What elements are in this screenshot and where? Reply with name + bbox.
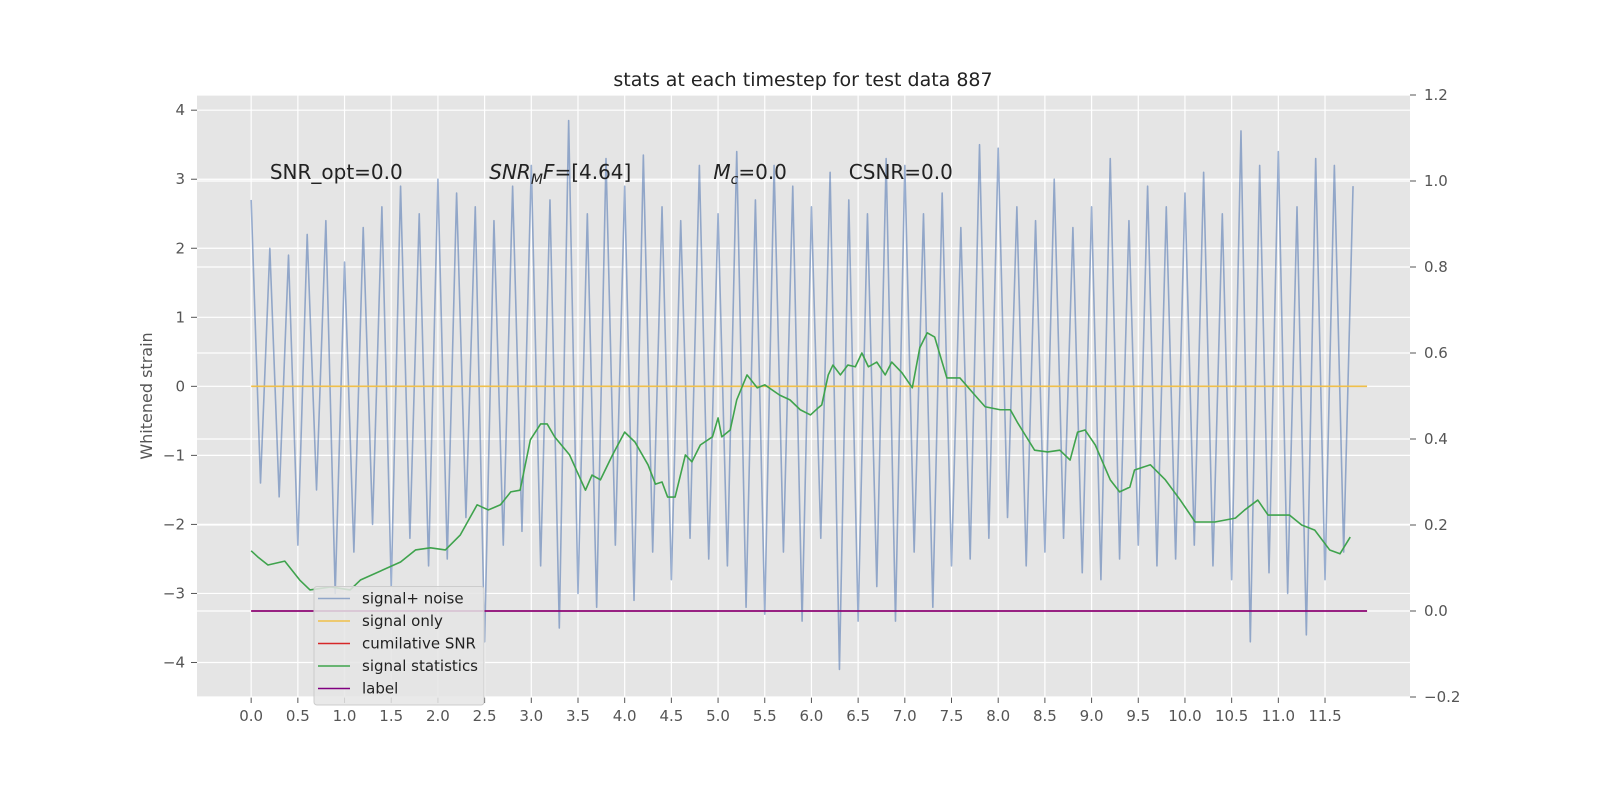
y-tick-label: −3 (163, 584, 185, 602)
y2-tick-label: 0.4 (1424, 430, 1448, 448)
chart-title: stats at each timestep for test data 887 (613, 69, 992, 91)
x-tick-label: 1.0 (333, 707, 357, 725)
annotation-part: =[4.64] (554, 160, 631, 184)
y2-tick-label: 0.8 (1424, 258, 1448, 276)
annotation-part: c (731, 172, 739, 188)
legend-label: signal only (362, 612, 443, 630)
x-tick-label: 4.5 (659, 707, 683, 725)
y-tick-label: −4 (163, 653, 185, 671)
y2-tick-label: −0.2 (1424, 688, 1460, 706)
x-tick-label: 3.5 (566, 707, 590, 725)
annotation-part: M (531, 172, 543, 188)
x-tick-label: 8.0 (986, 707, 1010, 725)
x-tick-label: 6.5 (846, 707, 870, 725)
annotation: SNR_opt=0.0 (270, 160, 403, 184)
annotation-part: SNR_opt=0.0 (270, 160, 403, 184)
y-tick-label: 3 (175, 170, 185, 188)
annotation-part: =0.0 (738, 160, 787, 184)
legend: signal+ noise signal only cumilative SNR si… (313, 586, 485, 706)
x-tick-label: 2.0 (426, 707, 450, 725)
y-tick-label: 0 (175, 377, 185, 395)
x-tick-label: 5.5 (753, 707, 777, 725)
annotation-part: SNR (489, 160, 531, 184)
y2-tick-label: 0.6 (1424, 344, 1448, 362)
series-line (250, 119, 1354, 671)
y-tick-label: −2 (163, 515, 185, 533)
x-tick-label: 1.5 (379, 707, 403, 725)
x-tick-label: 5.0 (706, 707, 730, 725)
x-tick-label: 0.0 (239, 707, 263, 725)
legend-label: cumilative SNR (362, 635, 476, 653)
x-tick-label: 3.0 (519, 707, 543, 725)
y-tick-label: 2 (175, 239, 185, 257)
series-line (250, 331, 1351, 591)
annotation: CSNR=0.0 (849, 160, 953, 184)
x-tick-label: 7.5 (940, 707, 964, 725)
y2-tick-label: 1.2 (1424, 86, 1448, 104)
y-tick-label: 1 (175, 308, 185, 326)
legend-label: signal+ noise (362, 590, 464, 608)
x-tick-label: 7.0 (893, 707, 917, 725)
y2-tick-label: 1.0 (1424, 172, 1448, 190)
annotation: Mc=0.0 (713, 160, 787, 188)
x-tick-label: 9.0 (1080, 707, 1104, 725)
x-tick-label: 10.0 (1168, 707, 1201, 725)
x-tick-label: 9.5 (1126, 707, 1150, 725)
annotation: SNRMF=[4.64] (489, 160, 631, 188)
annotation-part: M (713, 160, 730, 184)
x-tick-label: 6.0 (800, 707, 824, 725)
x-tick-label: 11.5 (1308, 707, 1341, 725)
legend-label: label (362, 680, 398, 698)
y-tick-label: −1 (163, 446, 185, 464)
y-tick-label: 4 (175, 101, 185, 119)
x-tick-label: 10.5 (1215, 707, 1248, 725)
x-tick-label: 8.5 (1033, 707, 1057, 725)
x-tick-label: 0.5 (286, 707, 310, 725)
x-tick-label: 11.0 (1262, 707, 1295, 725)
annotation-part: F (543, 160, 555, 184)
legend-box (313, 586, 485, 706)
annotation-part: CSNR=0.0 (849, 160, 953, 184)
x-tick-label: 2.5 (473, 707, 497, 725)
y2-tick-label: 0.2 (1424, 516, 1448, 534)
legend-label: signal statistics (362, 657, 478, 675)
y2-tick-label: 0.0 (1424, 602, 1448, 620)
x-tick-label: 4.0 (613, 707, 637, 725)
y-axis-label: Whitened strain (137, 332, 156, 459)
